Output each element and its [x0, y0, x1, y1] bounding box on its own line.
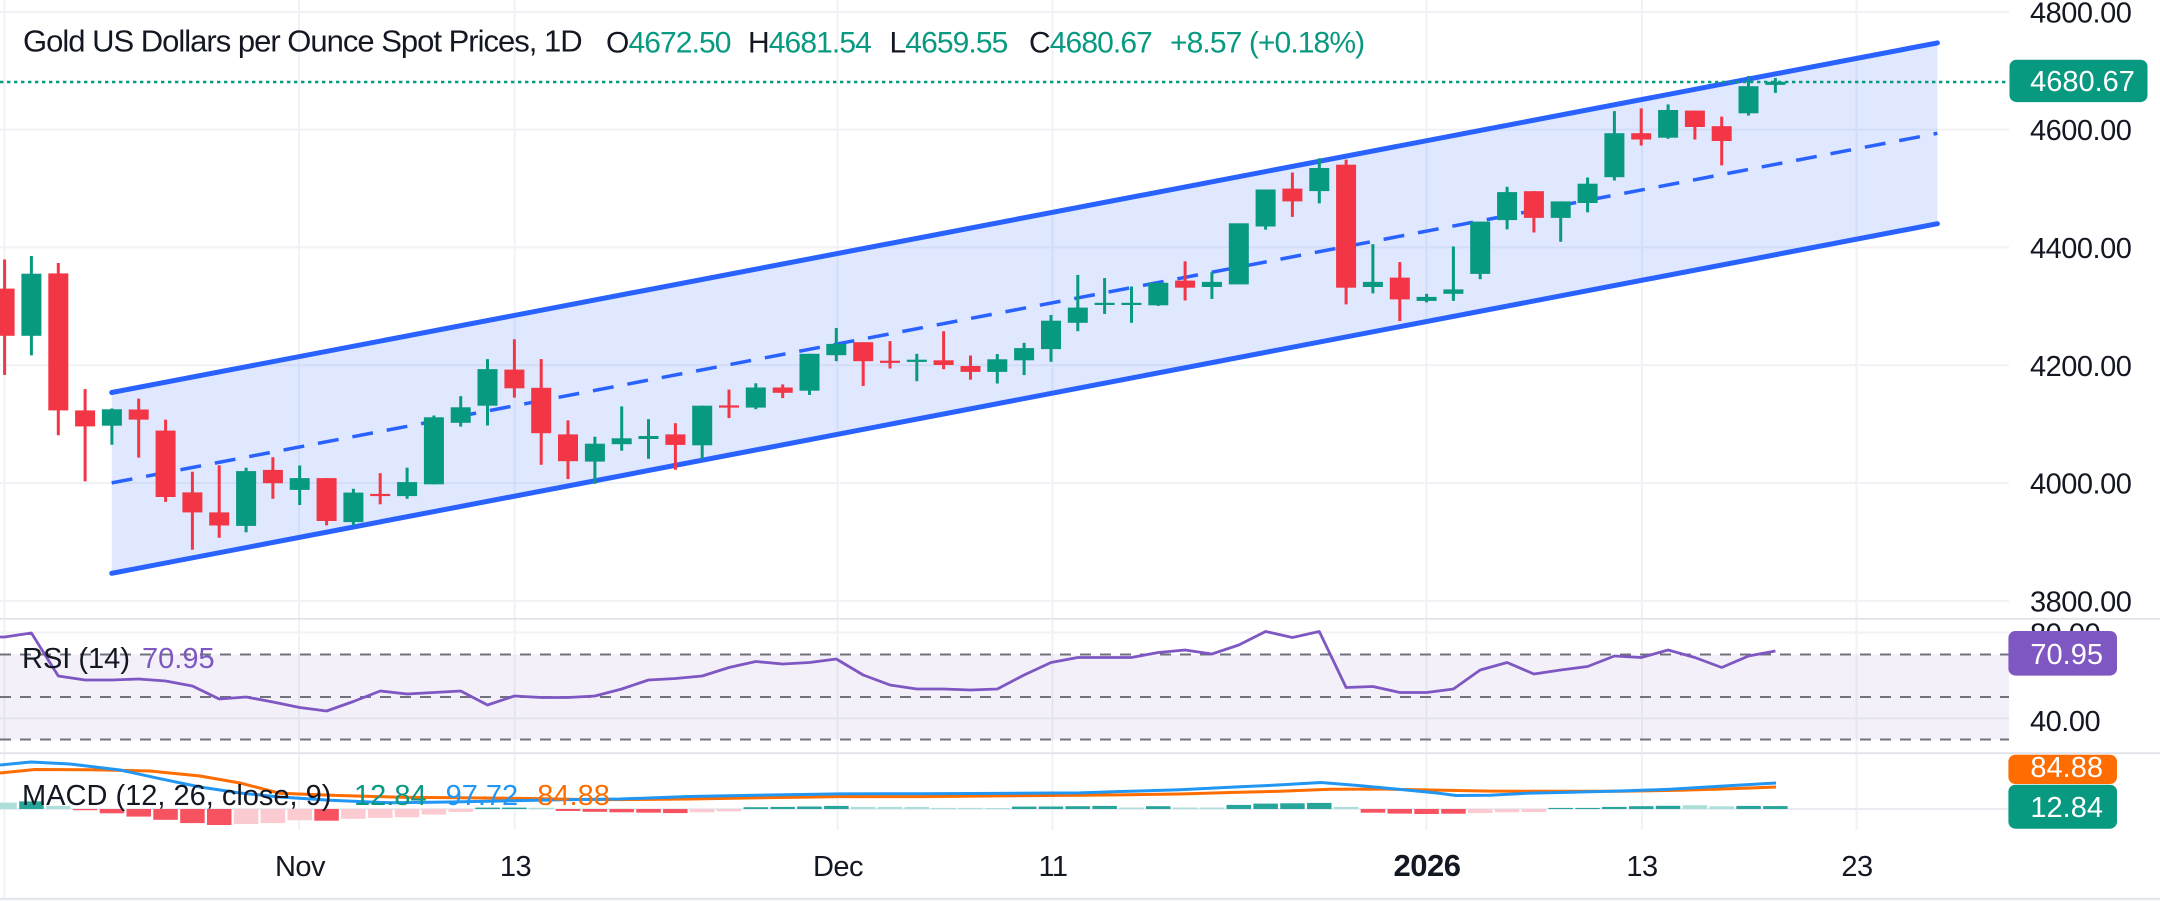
- svg-text:Gold US Dollars per Ounce Spot: Gold US Dollars per Ounce Spot Prices, 1…: [23, 24, 582, 59]
- svg-text:4400.00: 4400.00: [2030, 233, 2131, 265]
- svg-text:13: 13: [500, 851, 531, 883]
- svg-text:H4681.54: H4681.54: [748, 27, 871, 60]
- svg-text:O4672.50: O4672.50: [606, 27, 731, 60]
- svg-text:13: 13: [1626, 851, 1657, 883]
- svg-text:Dec: Dec: [813, 851, 863, 883]
- svg-text:C4680.67: C4680.67: [1029, 27, 1152, 60]
- svg-text:4000.00: 4000.00: [2030, 469, 2131, 501]
- svg-text:4680.67: 4680.67: [2030, 66, 2135, 98]
- svg-text:84.88: 84.88: [2030, 752, 2103, 784]
- svg-text:4600.00: 4600.00: [2030, 115, 2131, 147]
- svg-text:RSI (14) 70.95: RSI (14) 70.95: [22, 643, 215, 675]
- svg-text:MACD (12, 26, close, 9) 12.84: MACD (12, 26, close, 9) 12.84 97.72 84.8…: [22, 780, 610, 812]
- svg-text:4800.00: 4800.00: [2030, 0, 2131, 30]
- svg-text:2026: 2026: [1394, 848, 1461, 883]
- svg-text:Nov: Nov: [275, 851, 326, 883]
- svg-text:70.95: 70.95: [2030, 639, 2103, 671]
- svg-text:4200.00: 4200.00: [2030, 351, 2131, 383]
- svg-text:+8.57 (+0.18%): +8.57 (+0.18%): [1170, 27, 1364, 60]
- svg-text:40.00: 40.00: [2030, 706, 2100, 738]
- svg-text:L4659.55: L4659.55: [890, 27, 1008, 60]
- svg-text:3800.00: 3800.00: [2030, 587, 2131, 619]
- svg-text:11: 11: [1038, 851, 1067, 883]
- svg-text:23: 23: [1841, 851, 1872, 883]
- svg-text:12.84: 12.84: [2030, 792, 2103, 824]
